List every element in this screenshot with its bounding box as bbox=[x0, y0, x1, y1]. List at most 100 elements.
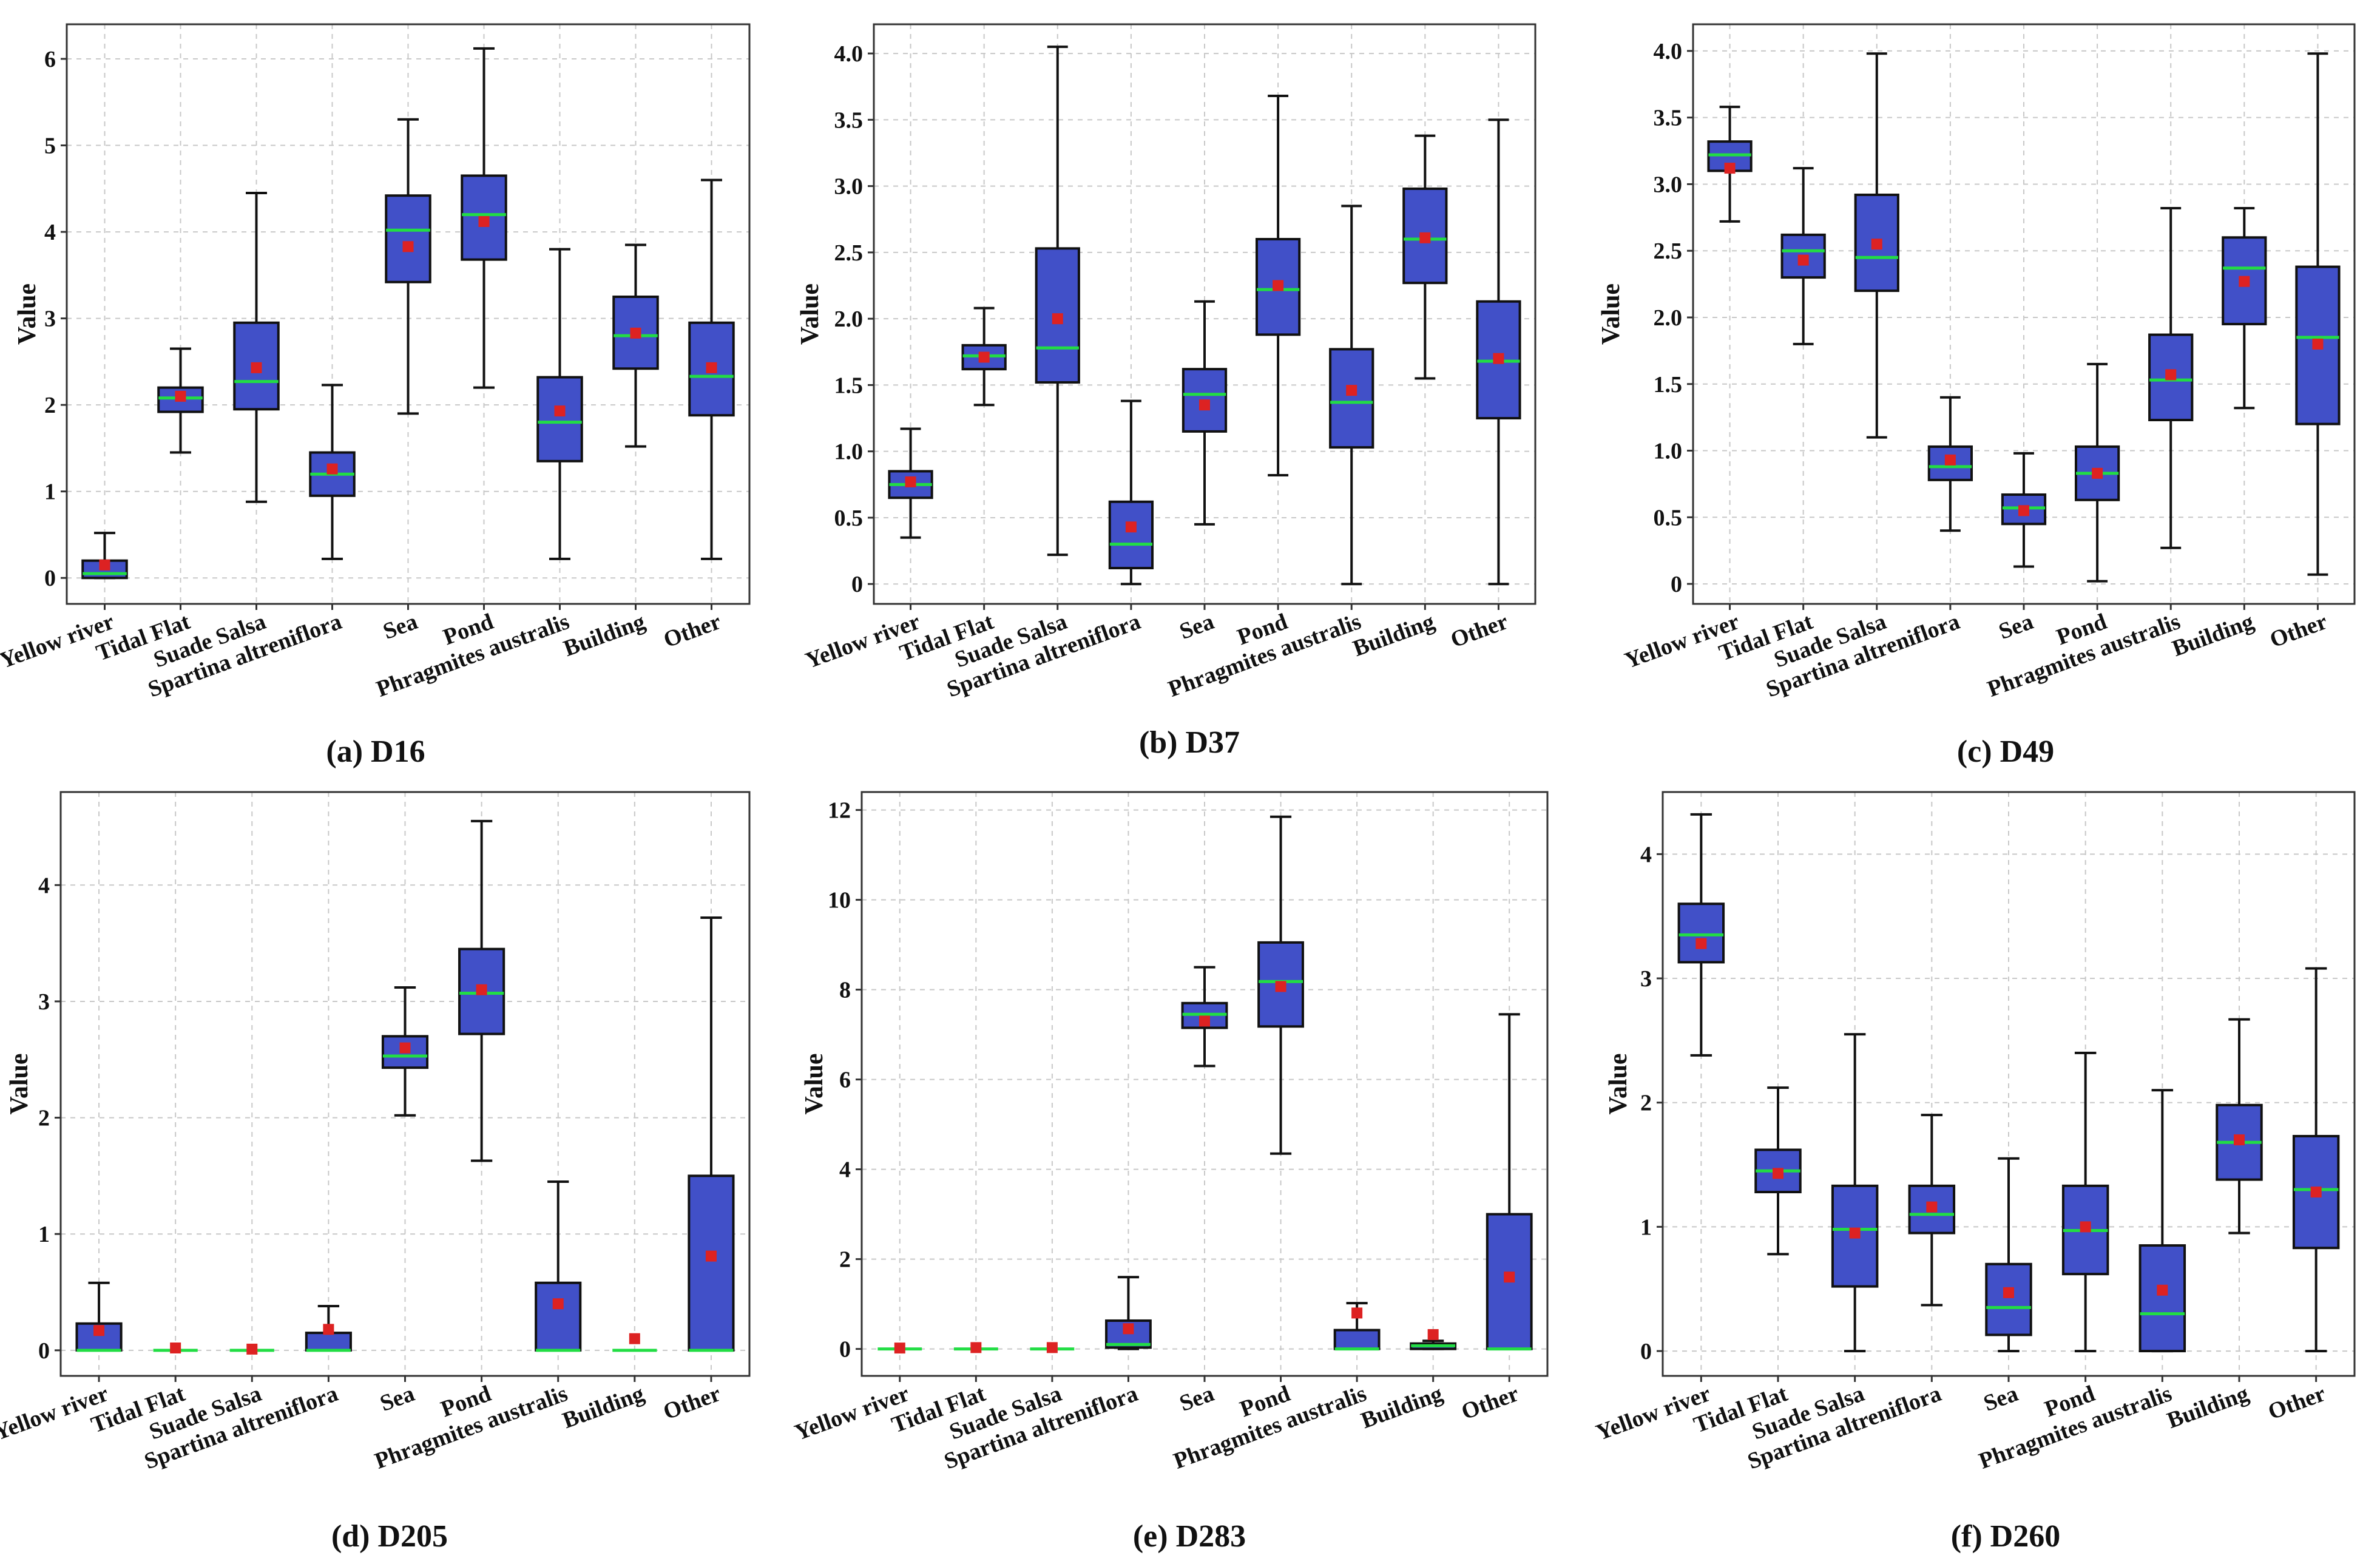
mean-marker bbox=[251, 362, 262, 373]
y-tick-label: 3.5 bbox=[834, 107, 864, 133]
y-tick-label: 1 bbox=[44, 479, 56, 505]
x-category-label: Building bbox=[560, 609, 648, 662]
mean-marker bbox=[630, 327, 641, 339]
y-tick-label: 0 bbox=[44, 566, 56, 591]
x-category-label: Other bbox=[2265, 1381, 2329, 1425]
mean-marker bbox=[2312, 338, 2324, 350]
mean-marker bbox=[706, 362, 717, 373]
mean-marker bbox=[978, 351, 990, 363]
mean-marker bbox=[1724, 163, 1736, 174]
plot-frame bbox=[860, 791, 1549, 1377]
mean-marker bbox=[894, 1343, 905, 1354]
box-iqr bbox=[1985, 1262, 2032, 1336]
plot-frame bbox=[1662, 791, 2356, 1377]
y-tick-label: 2.0 bbox=[834, 306, 864, 332]
mean-marker bbox=[1046, 1342, 1058, 1353]
mean-marker bbox=[905, 476, 916, 487]
x-category-label: Other bbox=[1447, 609, 1512, 653]
box-iqr bbox=[1677, 902, 1725, 964]
mean-marker bbox=[1419, 232, 1431, 243]
y-tick-label: 1.5 bbox=[1654, 372, 1683, 398]
panel-caption: (a) D16 bbox=[326, 734, 425, 769]
box-iqr bbox=[1402, 187, 1448, 285]
mean-marker bbox=[629, 1333, 640, 1344]
box-iqr bbox=[385, 194, 431, 283]
x-category-label: Other bbox=[1458, 1381, 1523, 1425]
mean-marker bbox=[99, 559, 110, 571]
panel-caption: (f) D260 bbox=[1951, 1519, 2061, 1554]
plot-frame bbox=[873, 23, 1537, 605]
y-tick-label: 6 bbox=[44, 47, 56, 72]
chart-panel-c: (c) D4900.51.01.52.02.53.03.54.0ValueYel… bbox=[1597, 23, 2356, 769]
mean-marker bbox=[1199, 399, 1210, 411]
box-iqr bbox=[2138, 1244, 2186, 1353]
mean-marker bbox=[1273, 280, 1284, 291]
panel-caption: (e) D283 bbox=[1133, 1519, 1246, 1554]
x-category-label: Other bbox=[660, 1381, 724, 1425]
y-tick-label: 3.0 bbox=[1654, 172, 1683, 197]
mean-marker bbox=[326, 463, 338, 475]
panel-caption: (c) D49 bbox=[1957, 734, 2054, 769]
y-tick-label: 0 bbox=[1671, 572, 1682, 597]
y-tick-label: 2 bbox=[1640, 1091, 1652, 1116]
mean-marker bbox=[1275, 981, 1286, 992]
y-tick-label: 3 bbox=[1640, 966, 1652, 992]
y-tick-label: 4 bbox=[38, 873, 50, 898]
y-tick-label: 2 bbox=[38, 1106, 50, 1131]
x-category-label: Sea bbox=[380, 609, 421, 645]
y-tick-label: 3.5 bbox=[1654, 106, 1683, 131]
box-iqr bbox=[1333, 1329, 1381, 1350]
mean-marker bbox=[1944, 454, 1956, 466]
y-tick-label: 3 bbox=[44, 306, 56, 332]
y-tick-label: 0 bbox=[839, 1337, 851, 1363]
mean-marker bbox=[1123, 1323, 1134, 1335]
x-category-label: Building bbox=[1350, 609, 1438, 662]
y-tick-label: 1.5 bbox=[834, 373, 864, 398]
box-iqr bbox=[688, 1174, 735, 1352]
plot-frame bbox=[1692, 23, 2356, 605]
mean-marker bbox=[175, 390, 186, 402]
panel-caption: (d) D205 bbox=[331, 1519, 448, 1554]
mean-marker bbox=[1797, 254, 1809, 266]
y-tick-label: 4 bbox=[839, 1157, 851, 1183]
y-tick-label: 2.0 bbox=[1654, 305, 1683, 331]
mean-marker bbox=[1871, 239, 1882, 250]
y-tick-label: 10 bbox=[828, 888, 851, 913]
mean-marker bbox=[323, 1324, 334, 1335]
mean-marker bbox=[554, 405, 566, 417]
mean-marker bbox=[93, 1325, 105, 1336]
mean-marker bbox=[2157, 1284, 2168, 1296]
x-category-label: Building bbox=[2164, 1381, 2252, 1434]
mean-marker bbox=[2310, 1187, 2322, 1198]
mean-marker bbox=[2080, 1221, 2091, 1233]
mean-marker bbox=[246, 1343, 258, 1355]
x-category-label: Other bbox=[660, 609, 725, 653]
plot-frame bbox=[59, 791, 751, 1377]
mean-marker bbox=[2165, 369, 2177, 381]
mean-marker bbox=[1346, 385, 1357, 396]
y-tick-label: 0.5 bbox=[1654, 505, 1683, 530]
x-category-label: Building bbox=[1357, 1381, 1445, 1434]
x-category-label: Sea bbox=[1995, 609, 2037, 645]
box-iqr bbox=[535, 1281, 582, 1352]
mean-marker bbox=[1695, 938, 1707, 949]
box-iqr bbox=[688, 321, 735, 417]
y-tick-label: 5 bbox=[44, 134, 56, 159]
mean-marker bbox=[399, 1042, 411, 1054]
mean-marker bbox=[2018, 505, 2029, 516]
mean-marker bbox=[1926, 1201, 1938, 1213]
y-tick-label: 2.5 bbox=[1654, 239, 1683, 264]
mean-marker bbox=[478, 215, 490, 227]
mean-marker bbox=[476, 984, 487, 995]
y-axis-label: Value bbox=[5, 1053, 33, 1114]
box-iqr bbox=[536, 376, 583, 462]
box-iqr bbox=[1329, 348, 1374, 449]
mean-marker bbox=[705, 1250, 717, 1262]
box-iqr bbox=[305, 1332, 352, 1352]
x-category-label: Sea bbox=[1176, 1381, 1217, 1417]
panel-caption: (b) D37 bbox=[1139, 725, 1240, 760]
y-tick-label: 2 bbox=[839, 1247, 851, 1273]
box-iqr bbox=[1108, 500, 1154, 569]
